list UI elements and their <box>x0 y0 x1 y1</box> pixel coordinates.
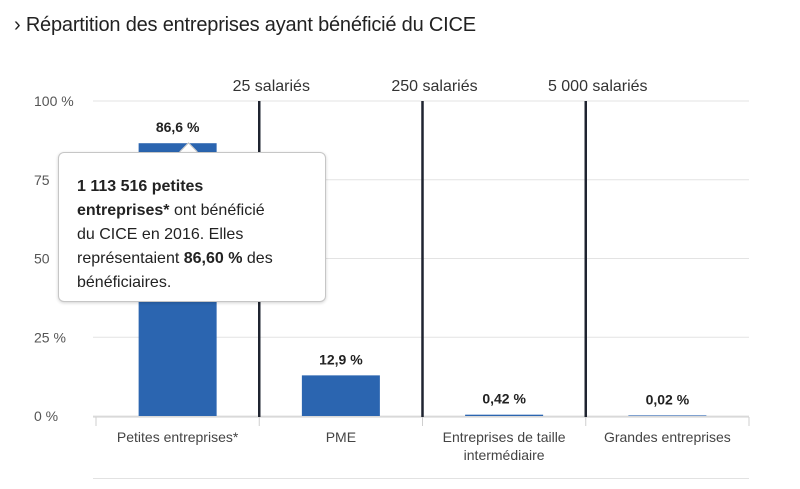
x-category-label: Entreprises de taille <box>443 429 566 445</box>
y-tick-label: 25 % <box>34 329 66 345</box>
bar-tooltip: 1 113 516 petites entreprises* ont bénéf… <box>58 152 326 302</box>
x-category-label: Petites entreprises* <box>117 429 239 445</box>
threshold-label: 250 salariés <box>391 78 477 95</box>
bar-value-label: 0,02 % <box>646 391 690 407</box>
y-tick-label: 100 % <box>34 93 74 109</box>
y-tick-label: 0 % <box>34 408 58 424</box>
y-tick-label: 50 <box>34 251 50 267</box>
bottom-divider <box>93 478 749 479</box>
threshold-label: 5 000 salariés <box>548 78 648 95</box>
bar-3 <box>465 414 544 416</box>
x-category-label: intermédiaire <box>464 447 545 463</box>
tooltip-text-4: des <box>242 250 273 267</box>
tooltip-line-2: entreprises* ont bénéficié <box>77 199 309 223</box>
bar-value-label: 0,42 % <box>482 391 526 407</box>
tooltip-subject: entreprises* <box>77 202 170 219</box>
x-category-label: PME <box>326 429 356 445</box>
x-category-label: Grandes entreprises <box>604 429 731 445</box>
tooltip-line-5: bénéficiaires. <box>77 274 172 291</box>
bar-4 <box>628 415 707 416</box>
tooltip-count: 1 113 516 petites <box>77 178 204 195</box>
tooltip-text-3: représentaient <box>77 250 184 267</box>
tooltip-line-1: 1 113 516 petites <box>77 175 309 199</box>
tooltip-text-1: ont bénéficié <box>169 202 265 219</box>
bar-2 <box>301 375 380 416</box>
threshold-label: 25 salariés <box>233 78 310 95</box>
tooltip-percentage: 86,60 % <box>183 250 243 267</box>
chart-title: › Répartition des entreprises ayant béné… <box>14 14 476 36</box>
tooltip-line-4: représentaient 86,60 % des <box>77 247 309 271</box>
bar-value-label: 12,9 % <box>319 351 363 367</box>
y-tick-label: 75 <box>34 172 50 188</box>
bar-value-label: 86,6 % <box>156 119 200 135</box>
tooltip-line-3: du CICE en 2016. Elles <box>77 226 244 243</box>
